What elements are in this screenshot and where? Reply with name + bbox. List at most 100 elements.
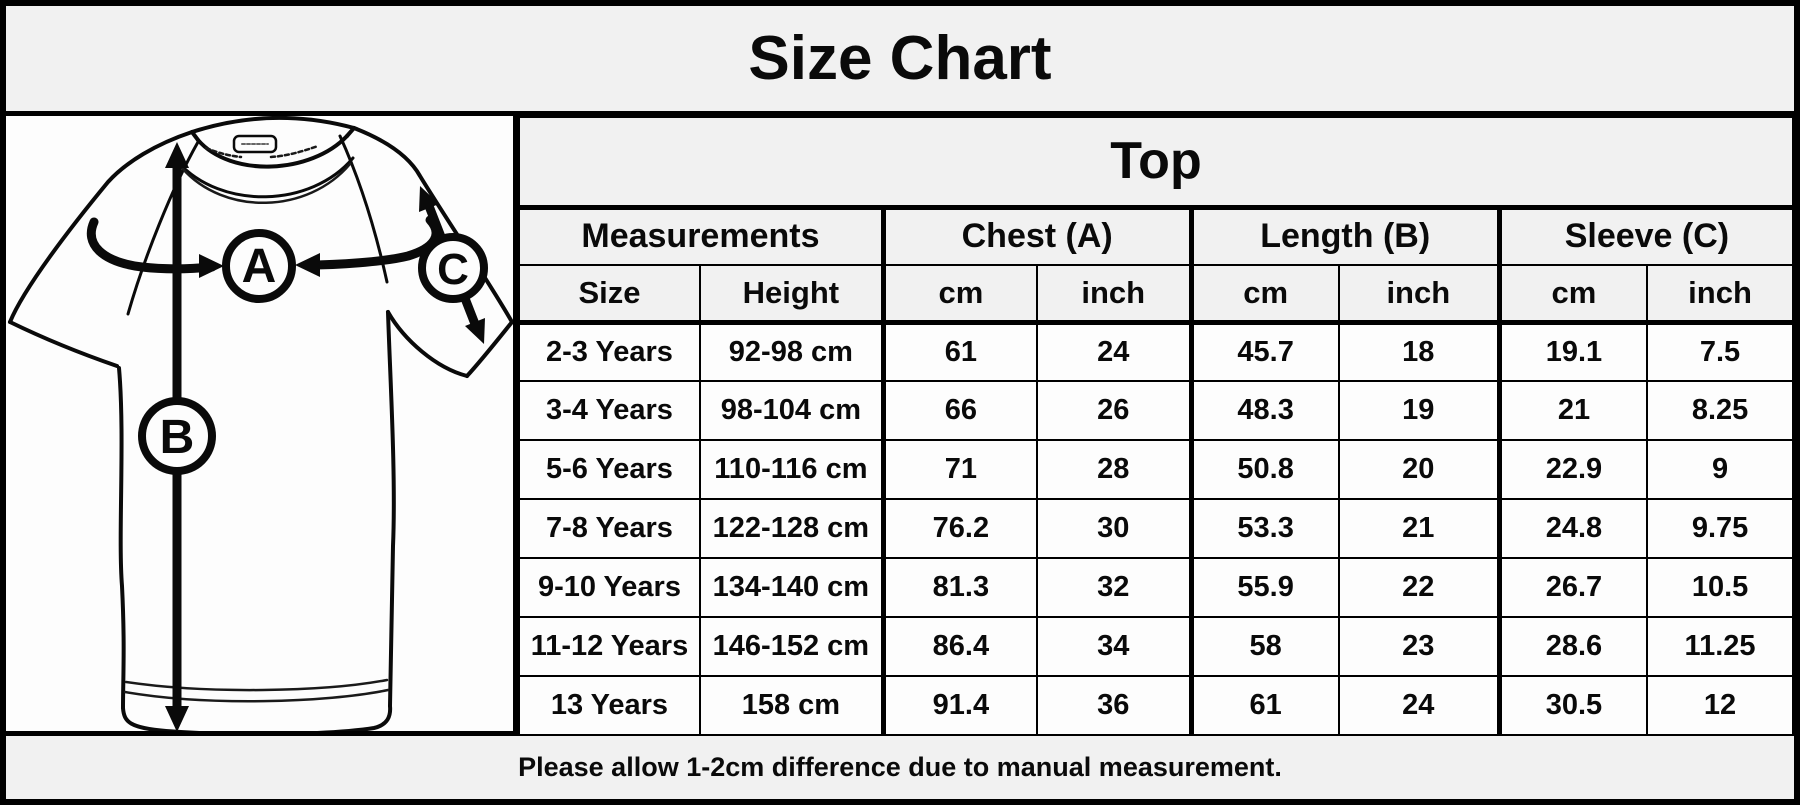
- height-cell: 134-140 cm: [698, 557, 886, 618]
- sub-header-row: Size Height cm inch cm inch cm inch: [518, 264, 1794, 325]
- table-row: 2-3 Years 92-98 cm 61 24 45.7 18 19.1 7.…: [518, 321, 1794, 382]
- table-cell: 45.7: [1190, 321, 1340, 382]
- table-cell: 32: [1035, 557, 1194, 618]
- header-sleeve-cm: cm: [1498, 264, 1649, 325]
- table-cell: 28.6: [1498, 616, 1649, 677]
- table-row: 7-8 Years 122-128 cm 76.2 30 53.3 21 24.…: [518, 498, 1794, 559]
- table-cell: 53.3: [1190, 498, 1340, 559]
- table-cell: 9: [1646, 439, 1794, 500]
- table-cell: 34: [1035, 616, 1194, 677]
- group-header-row: Measurements Chest (A) Length (B) Sleeve…: [517, 206, 1794, 266]
- table-row: 9-10 Years 134-140 cm 81.3 32 55.9 22 26…: [518, 557, 1794, 618]
- header-length-inch: inch: [1337, 264, 1502, 325]
- table-section-row: Top: [518, 116, 1794, 210]
- title-band: Size Chart: [6, 6, 1794, 116]
- label-b-text: B: [160, 411, 195, 464]
- page-title: Size Chart: [748, 24, 1052, 93]
- table-cell: 9.75: [1646, 498, 1794, 559]
- tshirt-outline: [8, 116, 513, 731]
- footer-band: Please allow 1-2cm difference due to man…: [6, 736, 1794, 799]
- table-cell: 61: [882, 321, 1038, 382]
- header-chest-cm: cm: [882, 264, 1038, 325]
- table-cell: 20: [1337, 439, 1502, 500]
- table-cell: 81.3: [882, 557, 1038, 618]
- size-cell: 5-6 Years: [518, 439, 701, 500]
- header-height: Height: [698, 264, 886, 325]
- circle-label-c: C: [418, 233, 488, 303]
- table-cell: 24: [1337, 675, 1502, 736]
- table-cell: 11.25: [1646, 616, 1794, 677]
- height-cell: 92-98 cm: [698, 321, 886, 382]
- tshirt-measurement-diagram: A B C: [8, 116, 513, 731]
- measure-arrowheads: [165, 142, 485, 731]
- table-cell: 91.4: [882, 675, 1038, 736]
- height-cell: 110-116 cm: [698, 439, 886, 500]
- table-row: 13 Years 158 cm 91.4 36 61 24 30.5 12: [518, 675, 1794, 736]
- size-cell: 11-12 Years: [518, 616, 701, 677]
- label-a-text: A: [242, 240, 277, 293]
- table-cell: 26: [1035, 380, 1194, 441]
- table-cell: 24: [1035, 321, 1194, 382]
- table-cell: 22: [1337, 557, 1502, 618]
- size-cell: 7-8 Years: [518, 498, 701, 559]
- table-cell: 55.9: [1190, 557, 1340, 618]
- measurement-table: Top Measurements Chest (A) Length (B) Sl…: [517, 116, 1794, 736]
- header-chest-inch: inch: [1035, 264, 1194, 325]
- collar-tag: [232, 134, 278, 154]
- table-row: 3-4 Years 98-104 cm 66 26 48.3 19 21 8.2…: [518, 380, 1794, 441]
- table-cell: 66: [882, 380, 1038, 441]
- table-cell: 58: [1190, 616, 1340, 677]
- size-cell: 2-3 Years: [518, 321, 701, 382]
- header-measurements: Measurements: [517, 206, 886, 266]
- circle-label-a: A: [222, 229, 296, 303]
- height-cell: 122-128 cm: [698, 498, 886, 559]
- shirt-diagram-panel: A B C: [6, 116, 518, 731]
- table-cell: 48.3: [1190, 380, 1340, 441]
- height-cell: 158 cm: [698, 675, 886, 736]
- header-chest: Chest (A): [882, 206, 1194, 266]
- table-cell: 18: [1337, 321, 1502, 382]
- table-cell: 23: [1337, 616, 1502, 677]
- header-length: Length (B): [1190, 206, 1502, 266]
- table-cell: 10.5: [1646, 557, 1794, 618]
- main-row: A B C: [6, 116, 1794, 736]
- size-chart-inner: Size Chart: [6, 6, 1794, 799]
- table-cell: 61: [1190, 675, 1340, 736]
- footer-note: Please allow 1-2cm difference due to man…: [518, 752, 1282, 782]
- table-cell: 36: [1035, 675, 1194, 736]
- table-cell: 21: [1498, 380, 1649, 441]
- size-table-panel: Top Measurements Chest (A) Length (B) Sl…: [517, 116, 1794, 736]
- table-row: 11-12 Years 146-152 cm 86.4 34 58 23 28.…: [518, 616, 1794, 677]
- table-cell: 30: [1035, 498, 1194, 559]
- size-cell: 13 Years: [518, 675, 701, 736]
- table-cell: 76.2: [882, 498, 1038, 559]
- circle-label-b: B: [138, 397, 216, 475]
- table-cell: 71: [882, 439, 1038, 500]
- table-cell: 22.9: [1498, 439, 1649, 500]
- section-title: Top: [518, 116, 1794, 210]
- table-cell: 8.25: [1646, 380, 1794, 441]
- table-cell: 30.5: [1498, 675, 1649, 736]
- header-size: Size: [518, 264, 701, 325]
- table-cell: 21: [1337, 498, 1502, 559]
- table-row: 5-6 Years 110-116 cm 71 28 50.8 20 22.9 …: [518, 439, 1794, 500]
- table-cell: 28: [1035, 439, 1194, 500]
- table-cell: 7.5: [1646, 321, 1794, 382]
- table-cell: 12: [1646, 675, 1794, 736]
- size-cell: 3-4 Years: [518, 380, 701, 441]
- table-cell: 86.4: [882, 616, 1038, 677]
- table-cell: 19: [1337, 380, 1502, 441]
- header-length-cm: cm: [1190, 264, 1340, 325]
- header-sleeve-inch: inch: [1646, 264, 1794, 325]
- tshirt-stitching: [123, 144, 390, 703]
- label-c-text: C: [437, 245, 469, 294]
- table-cell: 26.7: [1498, 557, 1649, 618]
- height-cell: 146-152 cm: [698, 616, 886, 677]
- table-cell: 19.1: [1498, 321, 1649, 382]
- table-cell: 24.8: [1498, 498, 1649, 559]
- header-sleeve: Sleeve (C): [1498, 206, 1794, 266]
- size-cell: 9-10 Years: [518, 557, 701, 618]
- height-cell: 98-104 cm: [698, 380, 886, 441]
- table-cell: 50.8: [1190, 439, 1340, 500]
